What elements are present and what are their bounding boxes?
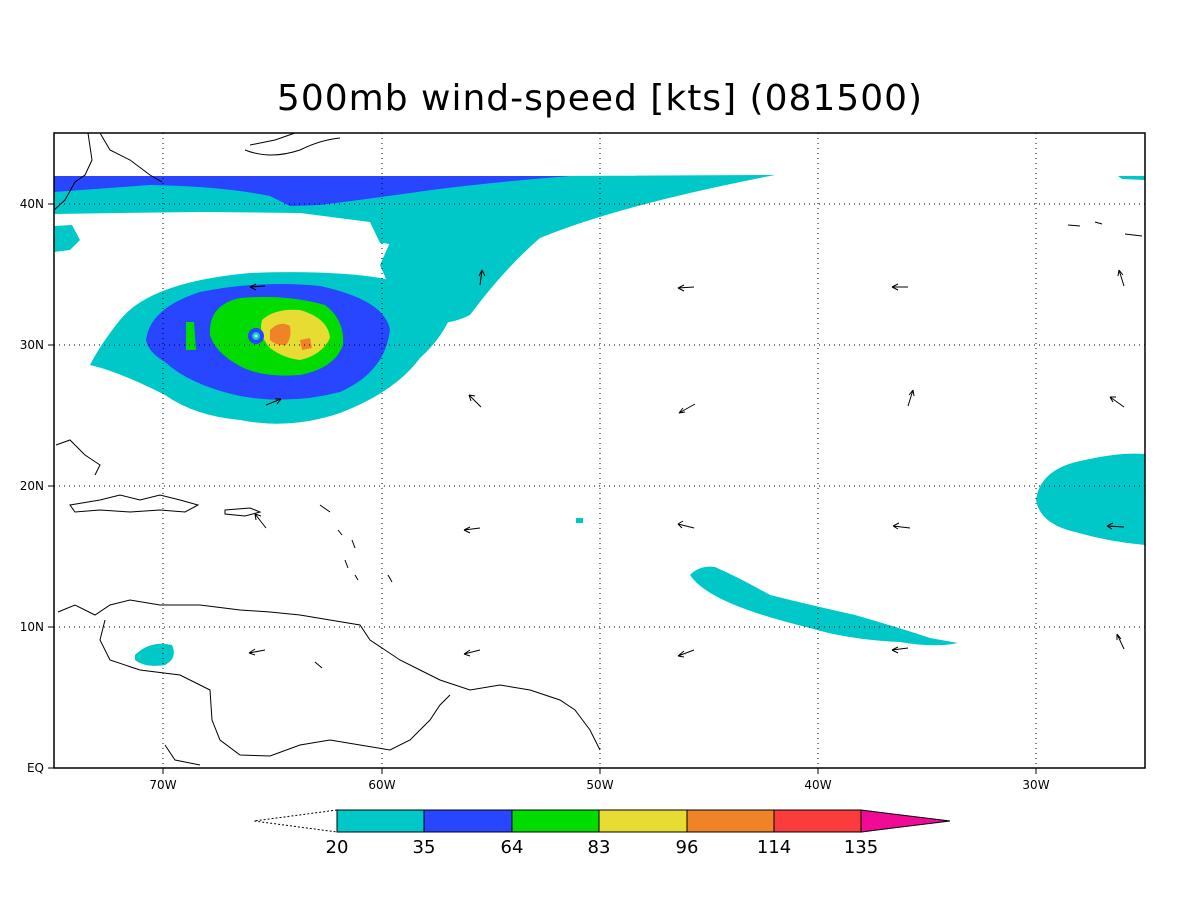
colorbar-swatch	[598, 809, 688, 833]
colorbar-swatch	[336, 809, 425, 833]
wind-vectors	[248, 269, 1125, 658]
coastlines	[54, 133, 1143, 766]
lon-tick-label: 30W	[1022, 778, 1049, 792]
colorbar-swatch	[773, 809, 862, 833]
tick-marks	[48, 203, 1037, 774]
colorbar-level-label: 64	[501, 837, 524, 858]
cyan-fleck-atlantic	[576, 518, 583, 523]
colorbar-over-arrow	[860, 809, 951, 833]
cyan-band-tropical	[690, 566, 958, 646]
jet-band-blue	[54, 176, 570, 206]
lon-tick-label: 50W	[586, 778, 613, 792]
jet-band-cyan	[54, 175, 775, 324]
lat-axis-labels: EQ 10N 20N 30N 40N	[20, 197, 44, 775]
lat-tick-label: 30N	[20, 338, 44, 352]
map-area	[54, 133, 1145, 768]
lat-tick-label: 20N	[20, 479, 44, 493]
colorbar-swatch	[686, 809, 775, 833]
hurricane-ring-yellow	[261, 309, 330, 360]
colorbar-level-label: 114	[757, 837, 791, 858]
cyan-blob-ne	[1118, 176, 1145, 180]
hurricane-eye	[254, 334, 258, 338]
lat-tick-label: 40N	[20, 197, 44, 211]
colorbar-level-label: 35	[413, 837, 436, 858]
colorbar: 20 35 64 83 96 114 135	[253, 809, 951, 858]
lon-axis-labels: 70W 60W 50W 40W 30W	[149, 778, 1049, 792]
colorbar-level-label: 96	[676, 837, 699, 858]
colorbar-level-label: 20	[326, 837, 349, 858]
colorbar-level-label: 135	[844, 837, 878, 858]
hurricane-ring-orange-2	[300, 338, 312, 350]
colorbar-swatch	[423, 809, 513, 833]
colorbar-level-label: 83	[588, 837, 611, 858]
colorbar-swatch	[511, 809, 600, 833]
cyan-blob-east	[1036, 453, 1145, 545]
cyan-blob-caribbean	[135, 643, 174, 666]
colorbar-under-arrow	[253, 809, 338, 833]
graticule	[54, 133, 1145, 768]
wind-speed-contours	[54, 175, 1145, 666]
lon-tick-label: 70W	[149, 778, 176, 792]
cyan-blob-west	[54, 225, 80, 252]
lat-tick-label: 10N	[20, 620, 44, 634]
lat-tick-label: EQ	[27, 761, 44, 775]
hurricane-ring-orange	[270, 323, 291, 346]
green-fleck	[186, 322, 196, 350]
lon-tick-label: 40W	[804, 778, 831, 792]
plot-title: 500mb wind-speed [kts] (081500)	[276, 78, 924, 119]
lon-tick-label: 60W	[368, 778, 395, 792]
